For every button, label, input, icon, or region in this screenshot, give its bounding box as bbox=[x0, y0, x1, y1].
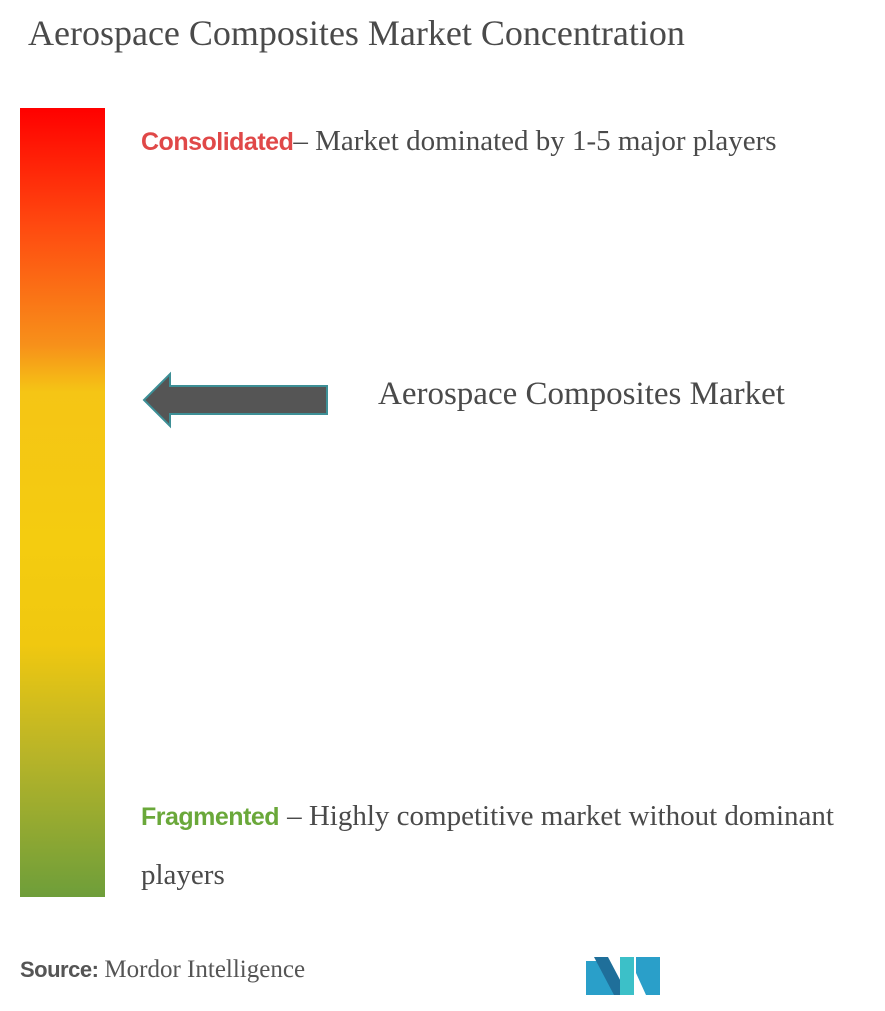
concentration-gradient bbox=[20, 108, 105, 897]
marker-arrow bbox=[142, 371, 328, 429]
logo bbox=[586, 957, 660, 995]
consolidated-label: Consolidated bbox=[141, 128, 294, 156]
source: Source: Mordor Intelligence bbox=[20, 956, 305, 984]
fragmented-description: – Highly competitive market without domi… bbox=[141, 800, 834, 891]
marker-label: Aerospace Composites Market bbox=[378, 376, 785, 412]
fragmented-text: Fragmented – Highly competitive market wi… bbox=[141, 787, 841, 904]
fragmented-label: Fragmented bbox=[141, 803, 280, 831]
consolidated-description: – Market dominated by 1-5 major players bbox=[293, 125, 777, 157]
title: Aerospace Composites Market Concentratio… bbox=[28, 13, 685, 53]
consolidated-text: Consolidated– Market dominated by 1-5 ma… bbox=[141, 112, 841, 171]
source-label: Source: bbox=[20, 957, 99, 982]
source-name: Mordor Intelligence bbox=[104, 956, 306, 983]
